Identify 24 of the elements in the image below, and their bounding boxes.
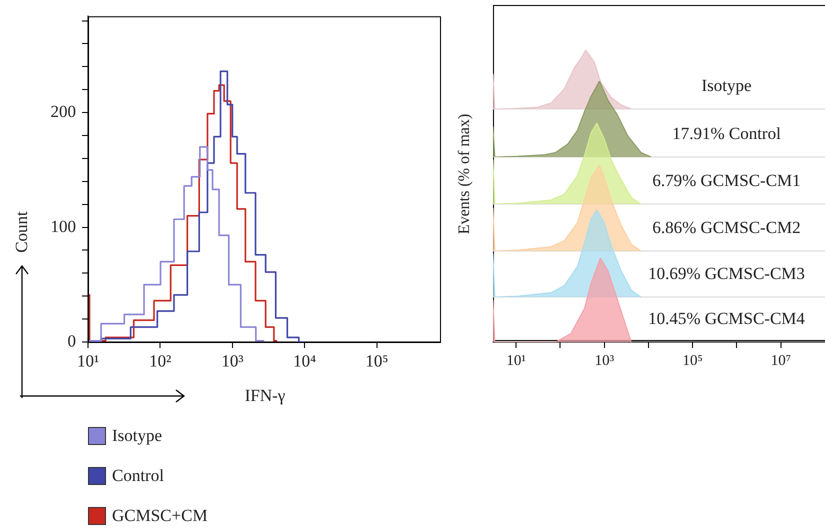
annotation: Isotype bbox=[700, 74, 753, 97]
legend-label: GCMSC+CM bbox=[112, 506, 208, 526]
y-tick-label: 100 bbox=[50, 216, 76, 236]
annotation: 17.91% Control bbox=[671, 122, 782, 144]
x-tick-label: 10¹ bbox=[506, 352, 526, 369]
x-axis-title: IFN-γ bbox=[244, 385, 286, 407]
x-tick-label: 10⁴ bbox=[293, 352, 316, 371]
y-tick-label: 0 bbox=[68, 331, 76, 350]
x-tick-label: 10¹ bbox=[76, 352, 100, 371]
x-tick-label: 10³ bbox=[594, 352, 615, 369]
y-axis-title: Count bbox=[11, 210, 32, 255]
x-tick-label: 10² bbox=[149, 352, 172, 371]
annotation: 6.86% GCMSC-CM2 bbox=[651, 216, 802, 238]
x-tick-label: 10⁵ bbox=[365, 352, 388, 371]
y-axis-title: Events (% of max) bbox=[455, 112, 474, 236]
x-tick-label: 10³ bbox=[221, 352, 244, 371]
annotation: 10.45% GCMSC-CM4 bbox=[647, 308, 806, 330]
legend-label: Isotype bbox=[112, 426, 162, 446]
legend-label: Control bbox=[112, 466, 164, 486]
x-tick-label: 10⁷ bbox=[770, 352, 791, 369]
y-tick-label: 200 bbox=[50, 102, 76, 122]
x-tick-label: 10⁵ bbox=[682, 352, 703, 369]
annotation: 10.69% GCMSC-CM3 bbox=[647, 262, 806, 284]
annotation: 6.79% GCMSC-CM1 bbox=[651, 170, 802, 192]
